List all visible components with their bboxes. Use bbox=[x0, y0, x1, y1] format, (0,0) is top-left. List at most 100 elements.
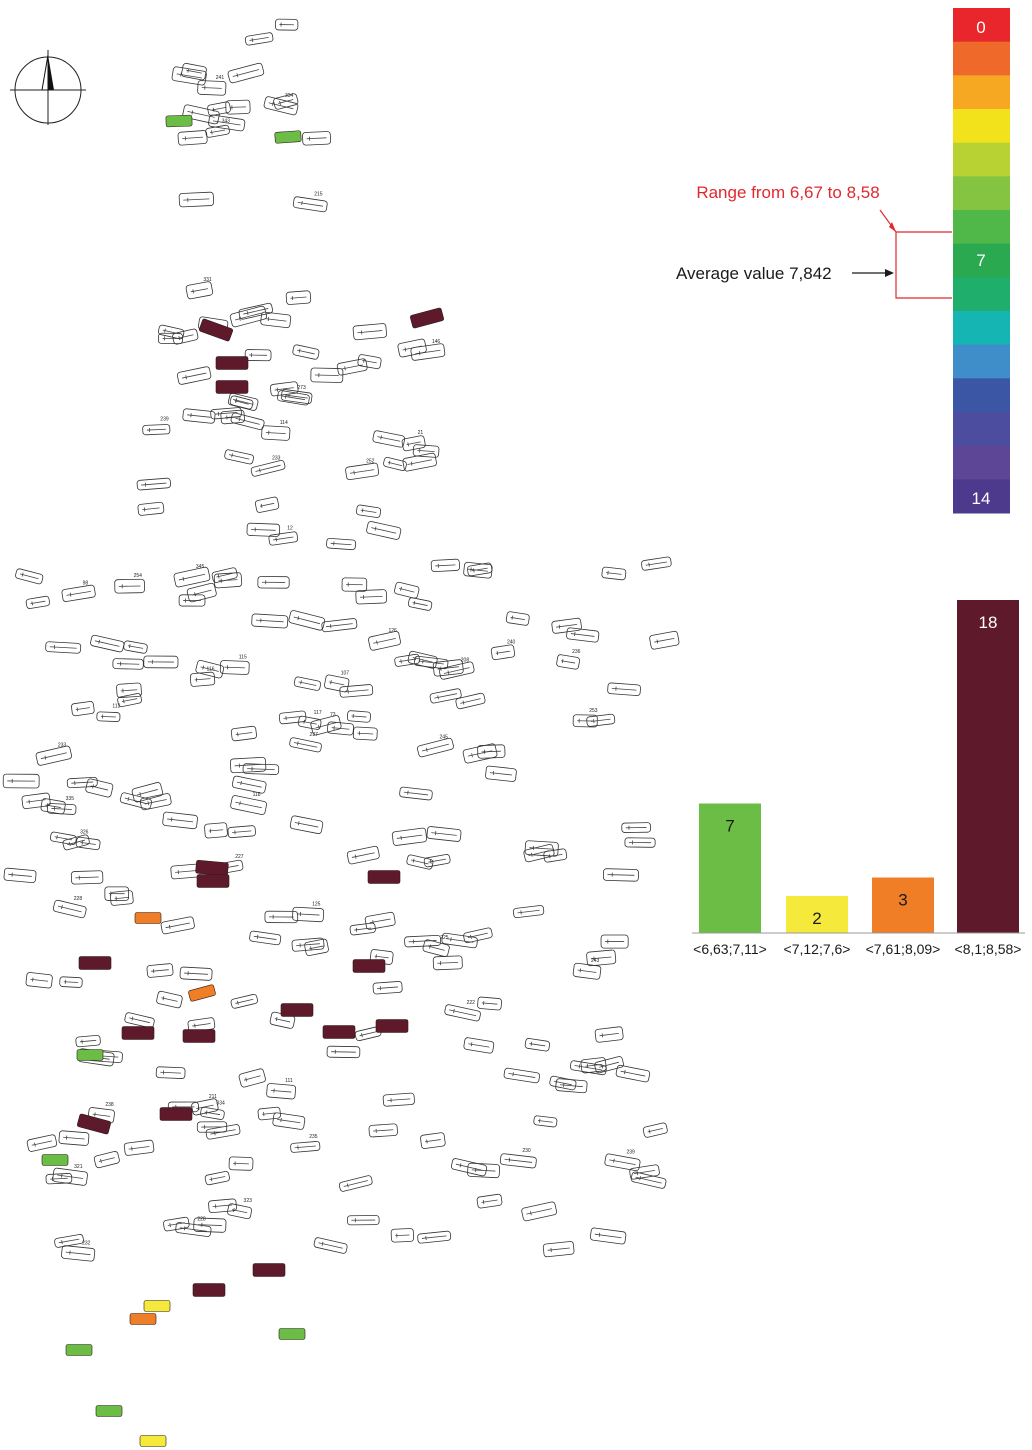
grave-outline bbox=[357, 354, 382, 370]
grave-outline bbox=[326, 721, 354, 736]
grave-outline bbox=[290, 1141, 321, 1153]
grave-outline bbox=[523, 843, 555, 863]
grave-outline bbox=[642, 1122, 668, 1138]
grave-outline bbox=[404, 934, 442, 948]
grave-outline bbox=[15, 568, 44, 585]
grave-number-labels: 126 125 21 211 228 208 107 215 12 114 116 117 115 118… bbox=[58, 75, 635, 1246]
grave-number: 343 bbox=[222, 118, 231, 124]
grave-number: 323 bbox=[244, 1198, 253, 1204]
scale-swatch bbox=[953, 277, 1010, 312]
grave-outline bbox=[269, 381, 299, 397]
grave-outline bbox=[291, 937, 325, 952]
grave-outline bbox=[257, 1106, 281, 1121]
grave-number: 334 bbox=[285, 93, 294, 99]
grave-outline bbox=[542, 1241, 575, 1258]
grave-outline bbox=[21, 792, 51, 810]
grave-outline bbox=[313, 1237, 348, 1254]
grave-outline bbox=[372, 981, 403, 995]
range-label: Range from 6,67 to 8,58 bbox=[696, 183, 879, 202]
grave-outline bbox=[543, 848, 568, 863]
grave-outline bbox=[197, 80, 227, 96]
grave-outline bbox=[104, 886, 130, 901]
classified-grave bbox=[199, 318, 233, 342]
classified-grave bbox=[76, 1049, 104, 1061]
grave-outline bbox=[324, 674, 350, 693]
grave-outline bbox=[2, 773, 40, 789]
grave-outline bbox=[476, 1193, 503, 1209]
grave-outline bbox=[163, 1216, 190, 1232]
classified-grave bbox=[352, 959, 386, 973]
grave-outline bbox=[503, 1067, 540, 1084]
scale-bottom-label: 14 bbox=[972, 489, 991, 508]
grave-number: 233 bbox=[272, 455, 281, 461]
grave-outline bbox=[594, 1026, 624, 1043]
grave-outline bbox=[292, 196, 328, 213]
classified-grave bbox=[182, 1029, 216, 1043]
grave-outline bbox=[178, 191, 215, 208]
grave-outline bbox=[366, 521, 402, 540]
grave-outline bbox=[227, 62, 265, 84]
color-scale bbox=[953, 8, 1010, 514]
grave-outlines bbox=[2, 18, 680, 1262]
grave-outline bbox=[345, 462, 380, 481]
grave-outline bbox=[551, 617, 582, 634]
grave-outline bbox=[46, 803, 77, 815]
grave-number: 208 bbox=[461, 658, 470, 664]
grave-number: 321 bbox=[74, 1164, 83, 1170]
classified-grave bbox=[196, 874, 230, 888]
grave-outline bbox=[285, 290, 312, 305]
classified-grave bbox=[375, 1019, 409, 1033]
grave-number: 237 bbox=[310, 732, 319, 738]
grave-outline bbox=[429, 688, 462, 704]
grave-outline bbox=[490, 644, 516, 661]
scale-swatch bbox=[953, 75, 1010, 110]
grave-outline bbox=[204, 1171, 230, 1186]
scale-swatch bbox=[953, 344, 1010, 379]
grave-outline bbox=[586, 713, 616, 727]
grave-outline bbox=[49, 831, 77, 845]
grave-outline bbox=[382, 1092, 415, 1107]
grave-outline bbox=[93, 1151, 120, 1169]
grave-outline bbox=[179, 966, 213, 981]
grave-outline bbox=[349, 922, 376, 936]
grave-outline bbox=[338, 1175, 373, 1192]
grave-outline bbox=[213, 572, 243, 589]
grave-outline bbox=[450, 1158, 488, 1177]
grave-outline bbox=[304, 938, 329, 956]
grave-outline bbox=[25, 972, 53, 989]
grave-outline bbox=[364, 911, 396, 930]
grave-outline bbox=[426, 826, 462, 842]
grave-outline bbox=[391, 827, 428, 846]
grave-outline bbox=[549, 1075, 577, 1091]
scale-swatch bbox=[953, 243, 1010, 278]
classified-grave bbox=[41, 1154, 69, 1166]
grave-outline bbox=[390, 1228, 415, 1243]
classified-grave bbox=[274, 130, 302, 144]
grave-outline bbox=[556, 654, 580, 670]
grave-number: 335 bbox=[66, 796, 75, 802]
grave-outline bbox=[238, 1068, 266, 1088]
grave-number: 114 bbox=[280, 420, 288, 426]
grave-outline bbox=[346, 1215, 380, 1226]
grave-outline bbox=[227, 1203, 253, 1220]
scale-swatch bbox=[953, 445, 1010, 480]
scale-swatch bbox=[953, 412, 1010, 447]
grave-number: 232 bbox=[82, 1240, 91, 1246]
grave-outline bbox=[204, 822, 228, 839]
grave-outline bbox=[524, 1038, 551, 1052]
grave-outline bbox=[394, 581, 420, 599]
grave-outline bbox=[310, 367, 344, 383]
classified-grave bbox=[143, 1300, 171, 1312]
grave-outline bbox=[600, 934, 629, 949]
grave-outline bbox=[96, 711, 121, 722]
grave-outline bbox=[193, 1217, 227, 1233]
grave-outline bbox=[26, 1134, 58, 1152]
grave-outline bbox=[230, 795, 267, 815]
grave-outline bbox=[326, 1045, 361, 1059]
grave-outline bbox=[75, 836, 101, 851]
grave-number: 240 bbox=[507, 639, 516, 645]
classified-grave bbox=[192, 1283, 226, 1297]
grave-outline bbox=[566, 627, 600, 643]
grave-outline bbox=[176, 366, 212, 385]
